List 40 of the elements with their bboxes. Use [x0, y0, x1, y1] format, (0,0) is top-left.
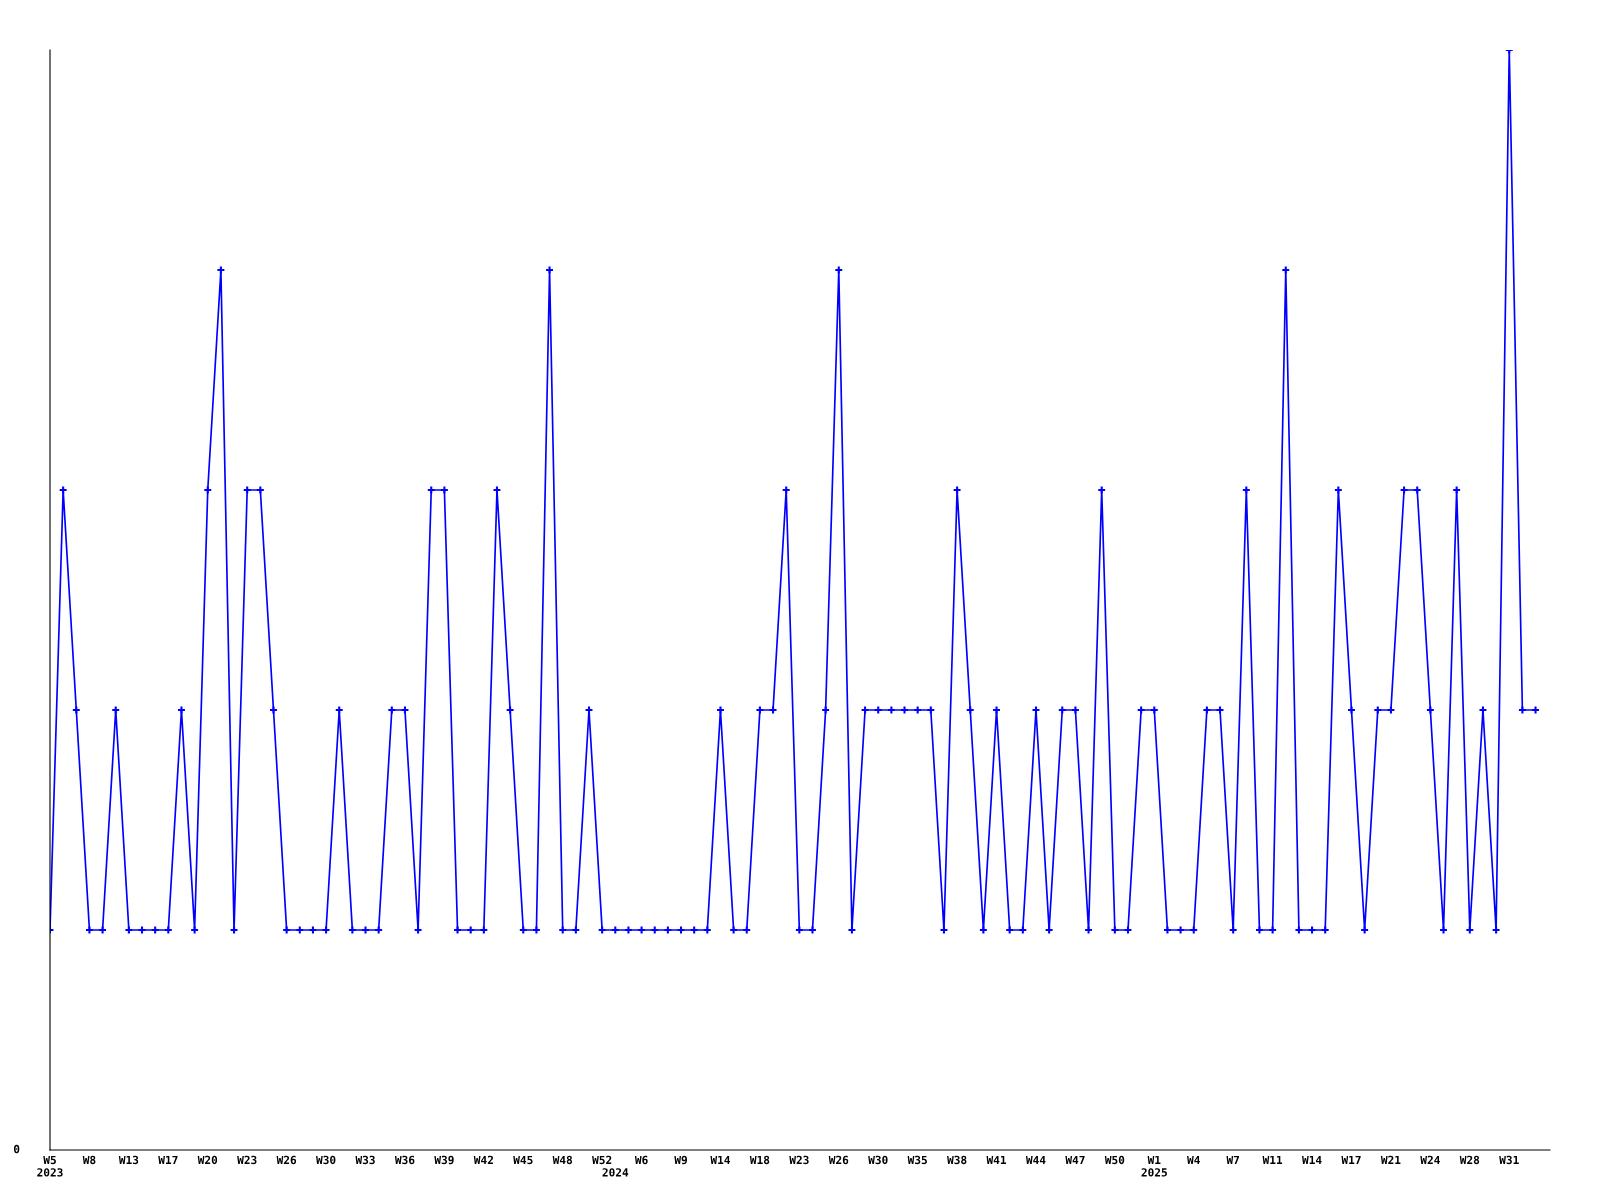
x-tick-label: W36 [394, 1155, 415, 1165]
text: 0 [13, 1144, 20, 1154]
x-tick-label: W20 [197, 1155, 218, 1165]
x-tick-label: 2024 [602, 1168, 629, 1177]
x-tick-label: W23 [237, 1155, 257, 1165]
x-tick-label: W45 [513, 1155, 533, 1165]
x-tick-label: W9 [674, 1155, 687, 1165]
x-tick-label: W14 [710, 1155, 730, 1164]
x-tick-label: W4 [1187, 1155, 1200, 1164]
x-tick-label: W8 [82, 1155, 96, 1165]
x-tick-label: W44 [1025, 1155, 1046, 1164]
x-tick-label: W6 [634, 1155, 648, 1165]
x-tick-label: W50 [1104, 1155, 1125, 1165]
x-tick-label: W23 [789, 1155, 809, 1165]
x-tick-label: W48 [552, 1155, 573, 1165]
x-tick-label: W30 [316, 1155, 336, 1165]
x-tick-label: W52 [592, 1155, 612, 1165]
x-tick-label: W28 [1459, 1155, 1480, 1165]
x-tick-label: W38 [947, 1155, 967, 1165]
x-tick-label: W30 [868, 1155, 888, 1165]
x-tick-label: W11 [1262, 1155, 1283, 1164]
x-tick-label: W5 2023 [37, 1155, 63, 1177]
x-tick-label: W42 [473, 1155, 493, 1164]
x-tick-label: W18 [749, 1155, 770, 1165]
x-tick-label: W24 [1420, 1155, 1440, 1164]
x-tick-label: W14 [1302, 1155, 1322, 1164]
x-tick-label: W31 [1499, 1155, 1519, 1165]
x-tick-label: W33 [355, 1155, 375, 1165]
x-tick-label: W13 [118, 1155, 139, 1165]
x-tick-label: W7 [1226, 1155, 1240, 1164]
x-tick-label: W26 [828, 1155, 849, 1165]
x-tick-label: W41 [986, 1155, 1007, 1164]
x-tick-label: W1 2025 [1141, 1155, 1167, 1177]
x-tick-label: W17 [158, 1155, 178, 1164]
x-tick-label: W17 [1341, 1155, 1361, 1164]
x-tick-label: W21 [1380, 1155, 1401, 1164]
x-tick-label: W26 [276, 1155, 297, 1165]
x-tick-label: W35 [907, 1155, 927, 1165]
x-tick-label: W47 [1065, 1155, 1085, 1164]
x-tick-label: W39 [434, 1155, 454, 1165]
